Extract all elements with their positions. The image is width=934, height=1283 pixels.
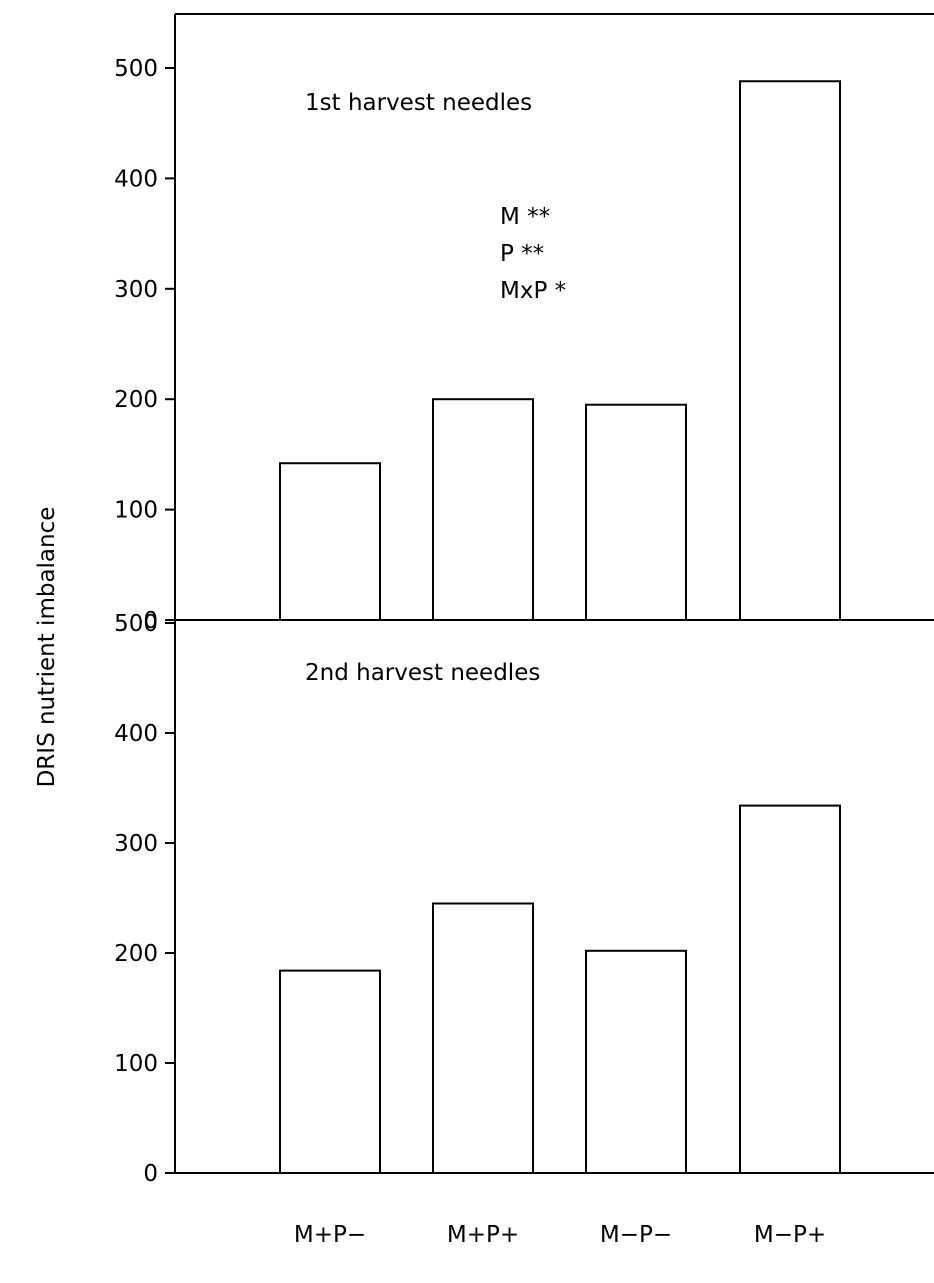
significance-annotation: M ** [500,204,550,230]
x-category-label: M−P+ [754,1222,826,1248]
x-category-label: M−P− [600,1222,672,1248]
y-tick-label: 500 [114,611,158,637]
chart-panels: 0 100 200 300 400 500 1st harvest needles M ** P… [114,13,934,1187]
bar-4 [739,80,841,622]
bar-1 [279,969,381,1174]
y-tick-label: 400 [114,721,158,747]
y-tick-label: 200 [114,387,158,413]
panel-1: 0 100 200 300 400 500 1st harvest needles M ** P… [114,13,934,634]
bar-3 [585,403,687,621]
y-tick-label: 500 [114,56,158,82]
bar-3 [585,949,687,1174]
y-tick-label: 400 [114,166,158,192]
y-axis-label: DRIS nutrient imbalance [34,507,60,788]
x-category-label: M+P− [294,1222,366,1248]
x-category-label: M+P+ [447,1222,519,1248]
bar-4 [739,804,841,1174]
y-tick-label: 100 [114,498,158,524]
bar-1 [279,462,381,621]
bar-2 [432,902,534,1174]
panel-2: 0 100 200 300 400 500 2nd harvest needles [114,611,934,1187]
y-tick-label: 0 [143,608,158,634]
y-tick-label: 100 [114,1051,158,1077]
panel-title: 1st harvest needles [305,90,532,116]
y-tick-label: 300 [114,831,158,857]
bar-2 [432,398,534,622]
significance-annotation: P ** [500,241,544,267]
y-tick-label: 0 [143,1161,158,1187]
y-tick-label: 200 [114,941,158,967]
significance-annotation: MxP * [500,278,566,304]
panel-title: 2nd harvest needles [305,660,540,686]
y-tick-label: 300 [114,277,158,303]
x-axis-category-labels: M+P− M+P+ M−P− M−P+ [294,1222,826,1248]
